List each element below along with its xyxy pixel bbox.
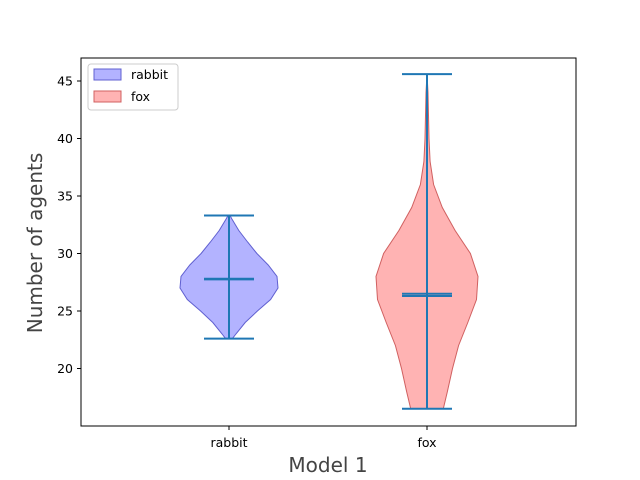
x-tick-label: fox: [417, 435, 436, 450]
x-axis-label: Model 1: [288, 453, 367, 477]
legend-swatch-fox: [93, 90, 122, 103]
legend: rabbit fox: [87, 63, 179, 111]
legend-label-rabbit: rabbit: [131, 67, 168, 82]
y-axis-label: Number of agents: [23, 153, 47, 334]
legend-swatch-rabbit: [93, 68, 122, 81]
y-tick-label: 45: [57, 74, 73, 89]
y-tick-label: 30: [57, 246, 73, 261]
plot-frame: [80, 57, 577, 427]
legend-label-fox: fox: [131, 89, 150, 104]
y-tick-label: 20: [57, 361, 73, 376]
x-tick-label: rabbit: [210, 435, 247, 450]
y-tick-label: 40: [57, 131, 73, 146]
y-tick-label: 25: [57, 304, 73, 319]
y-tick-label: 35: [57, 189, 73, 204]
